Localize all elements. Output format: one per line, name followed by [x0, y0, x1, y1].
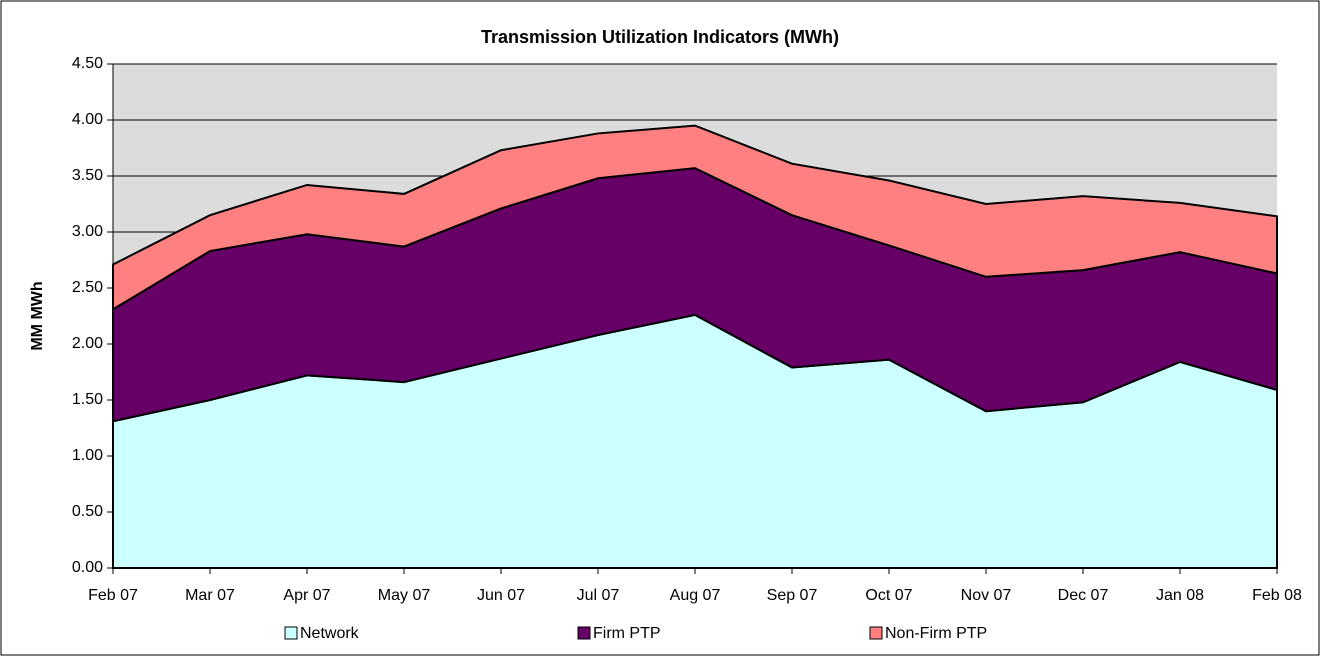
area: [112, 124, 1278, 312]
x-tick-label: May 07: [378, 587, 431, 604]
legend-swatch: [869, 626, 883, 640]
y-axis-label: MM MWh: [29, 281, 46, 350]
x-tick-label: Jan 08: [1156, 587, 1204, 604]
x-tick-label: Aug 07: [670, 587, 721, 604]
y-tick-label: 2.50: [72, 279, 103, 296]
legend-swatch: [577, 626, 591, 640]
chart-title: Transmission Utilization Indicators (MWh…: [481, 27, 839, 47]
y-tick-label: 4.50: [72, 55, 103, 72]
x-tick-label: Apr 07: [283, 587, 330, 604]
x-tick-label: Feb 08: [1252, 587, 1302, 604]
y-tick-label: 1.00: [72, 447, 103, 464]
y-tick-label: 4.00: [72, 111, 103, 128]
y-tick-label: 3.50: [72, 167, 103, 184]
x-tick-label: Nov 07: [961, 587, 1012, 604]
x-tick-label: Feb 07: [88, 587, 138, 604]
y-tick-label: 3.00: [72, 223, 103, 240]
x-tick-label: Jul 07: [577, 587, 620, 604]
x-tick-label: Oct 07: [865, 587, 912, 604]
legend-label: Network: [300, 625, 360, 642]
x-tick-label: Dec 07: [1058, 587, 1109, 604]
y-tick-label: 2.00: [72, 335, 103, 352]
x-tick-label: Jun 07: [477, 587, 525, 604]
x-tick-label: Sep 07: [767, 587, 818, 604]
x-tick-label: Mar 07: [185, 587, 235, 604]
legend-label: Firm PTP: [593, 625, 661, 642]
y-tick-label: 0.00: [72, 559, 103, 576]
y-tick-label: 1.50: [72, 391, 103, 408]
y-tick-label: 0.50: [72, 503, 103, 520]
legend-swatch: [284, 626, 298, 640]
legend-label: Non-Firm PTP: [885, 625, 987, 642]
